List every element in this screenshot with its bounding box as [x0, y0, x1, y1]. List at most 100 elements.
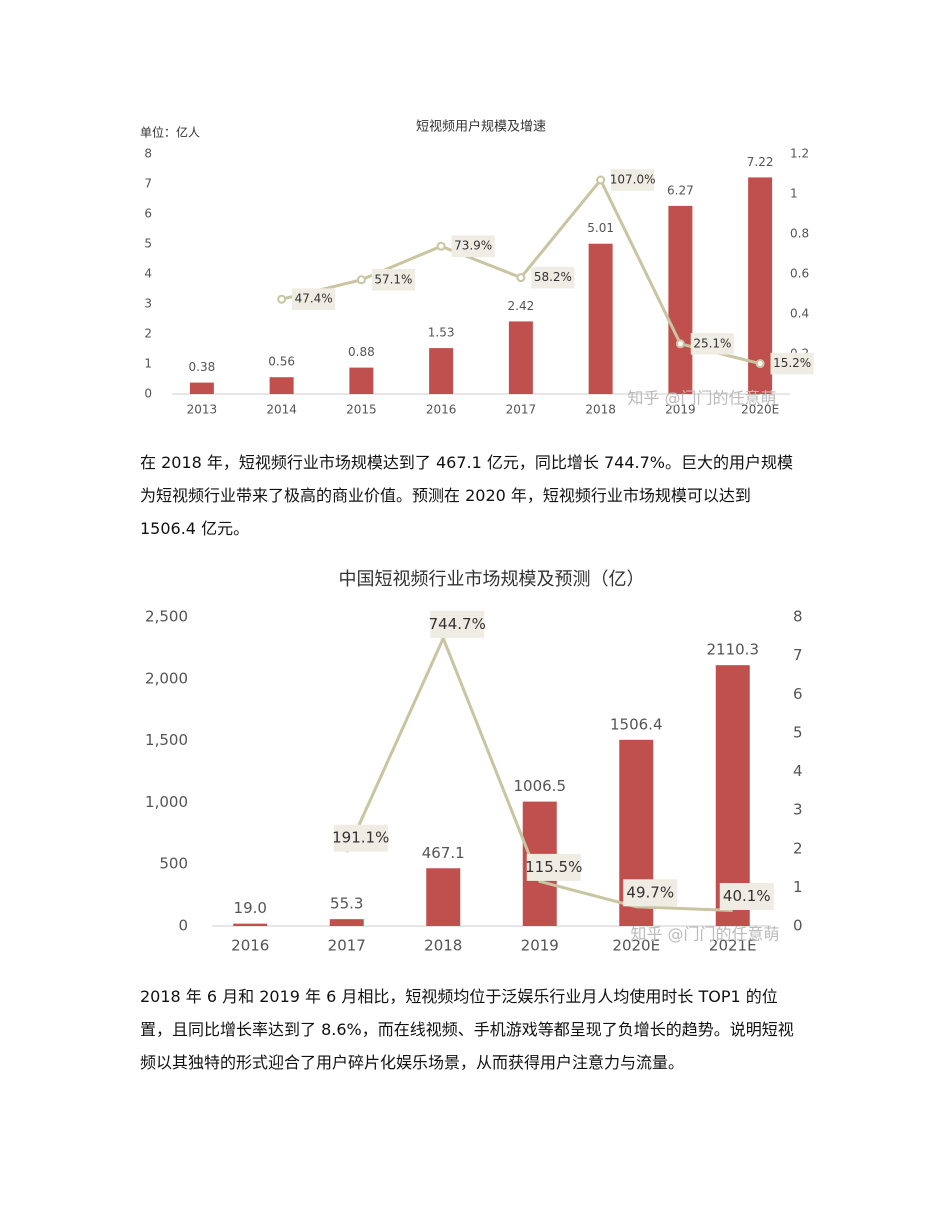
label-box	[719, 883, 774, 911]
bar	[748, 177, 773, 394]
tick-label: 1	[144, 357, 152, 371]
label-box	[371, 269, 415, 291]
bar	[588, 243, 613, 394]
tick-label: 2	[793, 839, 803, 857]
bar-label: 0.56	[268, 355, 295, 369]
x-tick-label: 2021E	[709, 937, 757, 955]
label-box	[770, 352, 814, 375]
tick-label: 1,000	[145, 793, 188, 811]
bar	[269, 377, 294, 394]
tick-label: 500	[159, 855, 188, 873]
label-box	[611, 169, 655, 191]
x-tick-label: 2013	[187, 403, 218, 417]
label-box	[690, 333, 734, 355]
growth-label: 40.1%	[723, 887, 771, 905]
tick-label: 7	[793, 646, 803, 664]
tick-label: 1	[793, 878, 803, 896]
growth-point	[596, 175, 606, 185]
chart-title: 短视频用户规模及增速	[416, 119, 546, 135]
tick-label: 2,000	[145, 669, 188, 687]
label-box	[451, 235, 495, 257]
growth-point	[356, 275, 366, 285]
growth-label: 15.2%	[773, 356, 811, 370]
bar	[349, 367, 374, 394]
chart-title: 中国短视频行业市场规模及预测（亿）	[339, 569, 645, 590]
label-box	[430, 610, 485, 638]
tick-label: 7	[144, 177, 152, 191]
tick-label: 1	[790, 187, 798, 201]
paragraph: 2018 年 6 月和 2019 年 6 月相比，短视频均位于泛娱乐行业月人均使…	[140, 987, 794, 1072]
tick-label: 3	[793, 801, 803, 819]
bar	[668, 205, 693, 394]
growth-label: 115.5%	[525, 858, 582, 876]
growth-point	[516, 273, 526, 283]
growth-point	[755, 359, 765, 369]
tick-label: 2	[144, 327, 152, 341]
tick-label: 1.2	[790, 147, 809, 161]
tick-label: 4	[144, 267, 152, 281]
x-tick-label: 2014	[266, 403, 297, 417]
bar-label: 19.0	[234, 899, 267, 917]
label-box	[333, 824, 388, 852]
growth-label: 73.9%	[454, 239, 492, 253]
bar	[429, 348, 454, 394]
growth-point	[436, 241, 446, 251]
tick-label: 5	[793, 723, 803, 741]
bar-label: 1.53	[428, 326, 455, 340]
bar-label: 1506.4	[610, 715, 663, 733]
bar-label: 467.1	[422, 844, 465, 862]
bar-label: 55.3	[330, 895, 363, 913]
tick-label: 8	[144, 147, 152, 161]
x-tick-label: 2017	[506, 403, 537, 417]
tick-label: 0.6	[790, 267, 809, 281]
tick-label: 5	[144, 237, 152, 251]
x-tick-label: 2018	[585, 403, 616, 417]
x-tick-label: 2016	[426, 403, 457, 417]
bar-label: 1006.5	[514, 777, 567, 795]
growth-label: 191.1%	[332, 829, 389, 847]
growth-label: 47.4%	[295, 292, 333, 306]
bar	[189, 382, 214, 394]
bar-label: 7.22	[747, 155, 774, 169]
growth-point	[675, 339, 685, 349]
growth-point	[277, 294, 287, 304]
bar	[715, 665, 750, 926]
x-tick-label: 2017	[328, 937, 366, 955]
paragraph: 在 2018 年，短视频行业市场规模达到了 467.1 亿元，同比增长 744.…	[140, 453, 793, 538]
tick-label: 0	[793, 917, 803, 935]
tick-label: 0	[178, 917, 188, 935]
tick-label: 4	[793, 762, 803, 780]
bar-label: 2.42	[508, 299, 535, 313]
bar-label: 2110.3	[707, 641, 760, 659]
bar	[508, 321, 533, 394]
growth-label: 744.7%	[429, 615, 486, 633]
x-tick-label: 2019	[665, 403, 696, 417]
label-box	[292, 288, 336, 310]
growth-line	[345, 634, 733, 913]
growth-label: 57.1%	[374, 272, 412, 286]
bar-label: 6.27	[667, 183, 694, 197]
tick-label: 0.4	[790, 307, 809, 321]
tick-label: 6	[793, 685, 803, 703]
bar-label: 0.88	[348, 345, 375, 359]
label-box	[531, 266, 575, 289]
growth-label: 49.7%	[626, 883, 674, 901]
x-tick-label: 2020E	[612, 937, 660, 955]
label-box	[526, 853, 581, 881]
tick-label: 0	[144, 387, 152, 401]
bar	[329, 919, 364, 926]
tick-label: 1,500	[145, 731, 188, 749]
bar-label: 0.38	[189, 360, 216, 374]
tick-label: 8	[793, 608, 803, 626]
unit-label: 单位：亿人	[140, 125, 200, 140]
growth-label: 58.2%	[534, 270, 572, 284]
watermark: 知乎 @门门的任意萌	[630, 925, 779, 944]
growth-label: 25.1%	[693, 336, 731, 350]
x-tick-label: 2016	[231, 937, 269, 955]
x-tick-label: 2019	[521, 937, 559, 955]
x-tick-label: 2018	[424, 937, 462, 955]
tick-label: 6	[144, 207, 152, 221]
tick-label: 0.8	[790, 227, 809, 241]
